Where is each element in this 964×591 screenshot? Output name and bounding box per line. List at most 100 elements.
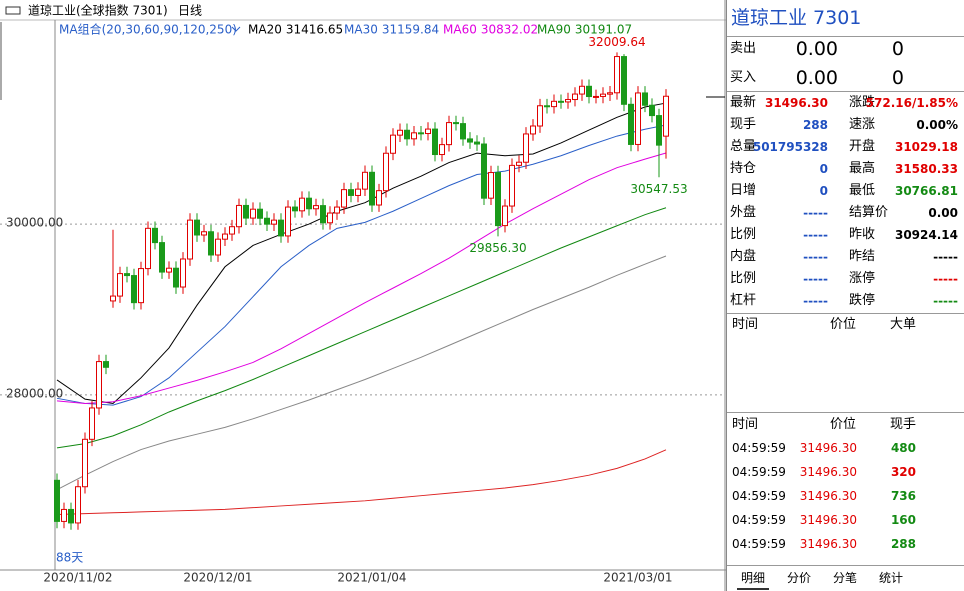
candle-body: [54, 479, 60, 522]
candle-body: [397, 129, 403, 136]
candle-body: [96, 361, 102, 409]
big-orders-header: 大单: [890, 317, 917, 332]
candle-body: [250, 208, 256, 219]
candle-body: [446, 122, 452, 146]
candle-body: [145, 227, 151, 270]
quote-label: 开盘: [849, 139, 876, 154]
quote-label: 总量: [730, 139, 757, 154]
quote-value: 0.00: [928, 206, 958, 220]
quote-label: 昨收: [849, 227, 876, 242]
trade-time: 04:59:59: [732, 513, 786, 527]
quote-label: 昨结: [849, 249, 876, 264]
candle-body: [474, 141, 480, 145]
quote-title: 道琼工业 7301: [731, 7, 862, 29]
tab[interactable]: 分笔: [833, 571, 858, 585]
quote-label: 日增: [730, 183, 757, 198]
separator: [727, 36, 964, 37]
ma-line: [56, 449, 667, 515]
candle-body: [502, 205, 508, 227]
separator: [727, 565, 964, 566]
ma-line: [56, 255, 667, 491]
candle-body: [299, 197, 305, 212]
candle-body: [642, 92, 648, 106]
quote-value: 31496.30: [764, 96, 828, 110]
candle-body: [544, 105, 550, 108]
days-label: 88天: [56, 551, 83, 565]
candle-body: [334, 206, 340, 214]
candle-body: [292, 206, 298, 212]
trades-header: 价位: [830, 417, 857, 432]
ma-dropdown[interactable]: [231, 26, 241, 32]
trade-volume: 288: [890, 537, 916, 551]
candle-body: [565, 99, 571, 103]
ma-legend-title[interactable]: MA组合(20,30,60,90,120,250): [59, 22, 237, 37]
quote-label: 最新: [730, 95, 757, 110]
tab[interactable]: 明细: [737, 568, 770, 590]
ma-line: [56, 152, 667, 404]
candle-body: [110, 295, 116, 302]
ask-price: 0.00: [795, 67, 838, 89]
candle-body: [369, 171, 375, 206]
candle-body: [166, 267, 172, 273]
chart: 道琼工业(全球指数 7301) 日线 MA组合(20,30,60,90,120,…: [0, 0, 726, 591]
quote-value: -----: [933, 250, 958, 264]
tab[interactable]: 分价: [787, 571, 812, 585]
ma-legend-value: 31416.65: [286, 23, 343, 37]
candle-body: [131, 275, 137, 304]
candle-body: [320, 205, 326, 224]
quote-value: -----: [933, 272, 958, 286]
trade-volume: 160: [890, 513, 916, 527]
quote-label: 跌停: [849, 293, 876, 308]
trade-price: 31496.30: [799, 513, 857, 527]
bid-label: 卖出: [730, 41, 757, 56]
quote-value: 30924.14: [894, 228, 958, 242]
candle-body: [509, 164, 515, 207]
candle-body: [607, 92, 613, 95]
candle-body: [635, 92, 641, 145]
candle-body: [124, 273, 130, 277]
candle-body: [439, 144, 445, 156]
candle-body: [103, 361, 109, 368]
quote-value: -----: [803, 228, 828, 242]
x-tick-label: 2021/01/04: [337, 571, 406, 585]
candle-body: [621, 56, 627, 105]
quote-value: 572.16/1.85%: [865, 96, 958, 110]
candle-body: [173, 267, 179, 288]
candle-body: [194, 219, 200, 236]
candle-body: [306, 197, 312, 210]
separator: [727, 91, 964, 92]
quote-value: -----: [803, 294, 828, 308]
quote-value: 0.00%: [916, 118, 958, 132]
candle-body: [236, 204, 242, 228]
candle-body: [117, 273, 123, 297]
trades-header: 现手: [890, 417, 917, 432]
candle-body: [572, 93, 578, 101]
candle-body: [362, 171, 368, 190]
candle-body: [467, 138, 473, 143]
candle-body: [488, 172, 494, 199]
candle-body: [257, 208, 263, 219]
candle-body: [523, 133, 529, 163]
ma-legend-name: MA20: [248, 23, 282, 37]
ma-legend-name: MA60: [443, 23, 477, 37]
candle-body: [411, 132, 417, 140]
tab[interactable]: 统计: [879, 571, 904, 585]
quote-value: -----: [803, 250, 828, 264]
trade-price: 31496.30: [799, 465, 857, 479]
quote-value: 31029.18: [894, 140, 958, 154]
candle-body: [215, 238, 221, 256]
candle-body: [285, 206, 291, 237]
ma-legend-value: 30832.02: [481, 23, 538, 37]
quote-label: 比例: [730, 271, 757, 286]
trade-time: 04:59:59: [732, 537, 786, 551]
candle-body: [89, 407, 95, 440]
period[interactable]: 日线: [178, 4, 202, 18]
quote-label: 最低: [849, 183, 876, 198]
candle-body: [75, 486, 81, 524]
candle-body: [201, 231, 207, 236]
candle-body: [516, 161, 522, 166]
low-annotation: 29856.30: [469, 241, 526, 255]
bid-size: 0: [891, 38, 904, 60]
candle-body: [551, 100, 557, 108]
quote-label: 结算价: [849, 205, 889, 220]
